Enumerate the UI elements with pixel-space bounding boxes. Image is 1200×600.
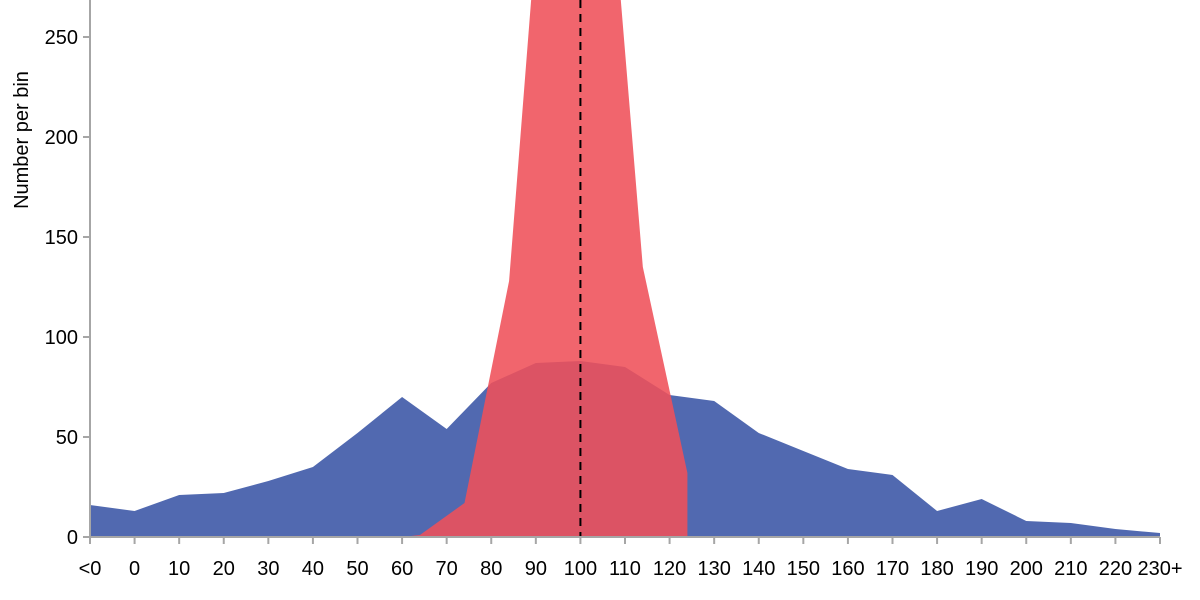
x-tick-label: <0 bbox=[79, 558, 102, 580]
x-tick-label: 120 bbox=[653, 558, 686, 580]
x-tick-label: 170 bbox=[876, 558, 909, 580]
x-tick-label: 30 bbox=[257, 558, 279, 580]
x-tick-label: 210 bbox=[1054, 558, 1087, 580]
y-tick-label: 0 bbox=[67, 527, 78, 549]
x-tick-label: 190 bbox=[965, 558, 998, 580]
y-tick-label: 200 bbox=[45, 127, 78, 149]
x-tick-label: 110 bbox=[609, 558, 641, 580]
x-tick-label: 130 bbox=[697, 558, 730, 580]
x-tick-label: 160 bbox=[831, 558, 864, 580]
x-tick-label: 230+ bbox=[1137, 558, 1182, 580]
y-tick-label: 250 bbox=[45, 27, 78, 49]
y-tick-label: 150 bbox=[45, 227, 78, 249]
y-axis-label: Number per bin bbox=[11, 71, 33, 209]
x-tick-label: 200 bbox=[1010, 558, 1043, 580]
x-tick-label: 50 bbox=[346, 558, 368, 580]
y-tick-label: 50 bbox=[56, 427, 78, 449]
x-tick-label: 40 bbox=[302, 558, 324, 580]
x-tick-label: 0 bbox=[129, 558, 140, 580]
x-tick-label: 100 bbox=[564, 558, 597, 580]
y-tick-label: 100 bbox=[45, 327, 78, 349]
x-tick-label: 10 bbox=[168, 558, 190, 580]
x-tick-label: 220 bbox=[1099, 558, 1132, 580]
x-tick-label: 80 bbox=[480, 558, 502, 580]
x-tick-label: 180 bbox=[920, 558, 953, 580]
series-area-2 bbox=[402, 0, 688, 537]
x-tick-label: 140 bbox=[742, 558, 775, 580]
x-tick-label: 70 bbox=[436, 558, 458, 580]
x-tick-label: 20 bbox=[213, 558, 235, 580]
x-tick-label: 90 bbox=[525, 558, 547, 580]
x-tick-label: 60 bbox=[391, 558, 413, 580]
x-tick-label: 150 bbox=[787, 558, 820, 580]
